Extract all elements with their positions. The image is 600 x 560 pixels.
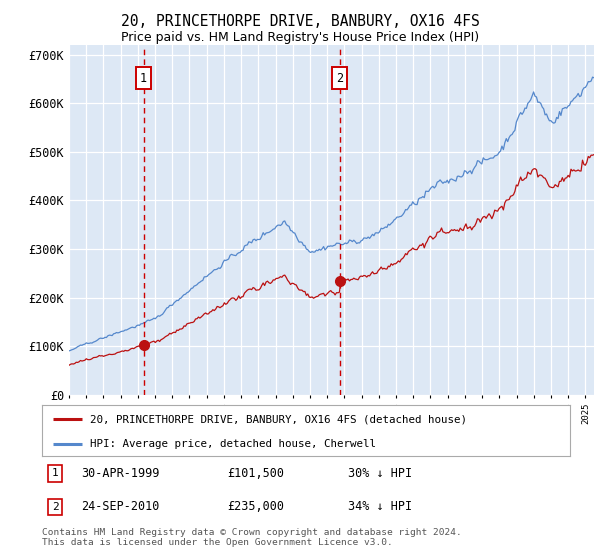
Text: 20, PRINCETHORPE DRIVE, BANBURY, OX16 4FS (detached house): 20, PRINCETHORPE DRIVE, BANBURY, OX16 4F… [89,414,467,424]
Text: 30-APR-1999: 30-APR-1999 [82,467,160,480]
Text: 34% ↓ HPI: 34% ↓ HPI [348,500,412,514]
Text: 1: 1 [52,468,59,478]
Text: HPI: Average price, detached house, Cherwell: HPI: Average price, detached house, Cher… [89,438,376,449]
Text: 30% ↓ HPI: 30% ↓ HPI [348,467,412,480]
Text: 24-SEP-2010: 24-SEP-2010 [82,500,160,514]
Text: 20, PRINCETHORPE DRIVE, BANBURY, OX16 4FS: 20, PRINCETHORPE DRIVE, BANBURY, OX16 4F… [121,14,479,29]
Text: £235,000: £235,000 [227,500,284,514]
Text: 2: 2 [52,502,59,512]
Text: 2: 2 [336,72,343,85]
Text: Contains HM Land Registry data © Crown copyright and database right 2024.
This d: Contains HM Land Registry data © Crown c… [42,528,462,547]
Text: 1: 1 [140,72,147,85]
Text: £101,500: £101,500 [227,467,284,480]
Text: Price paid vs. HM Land Registry's House Price Index (HPI): Price paid vs. HM Land Registry's House … [121,31,479,44]
